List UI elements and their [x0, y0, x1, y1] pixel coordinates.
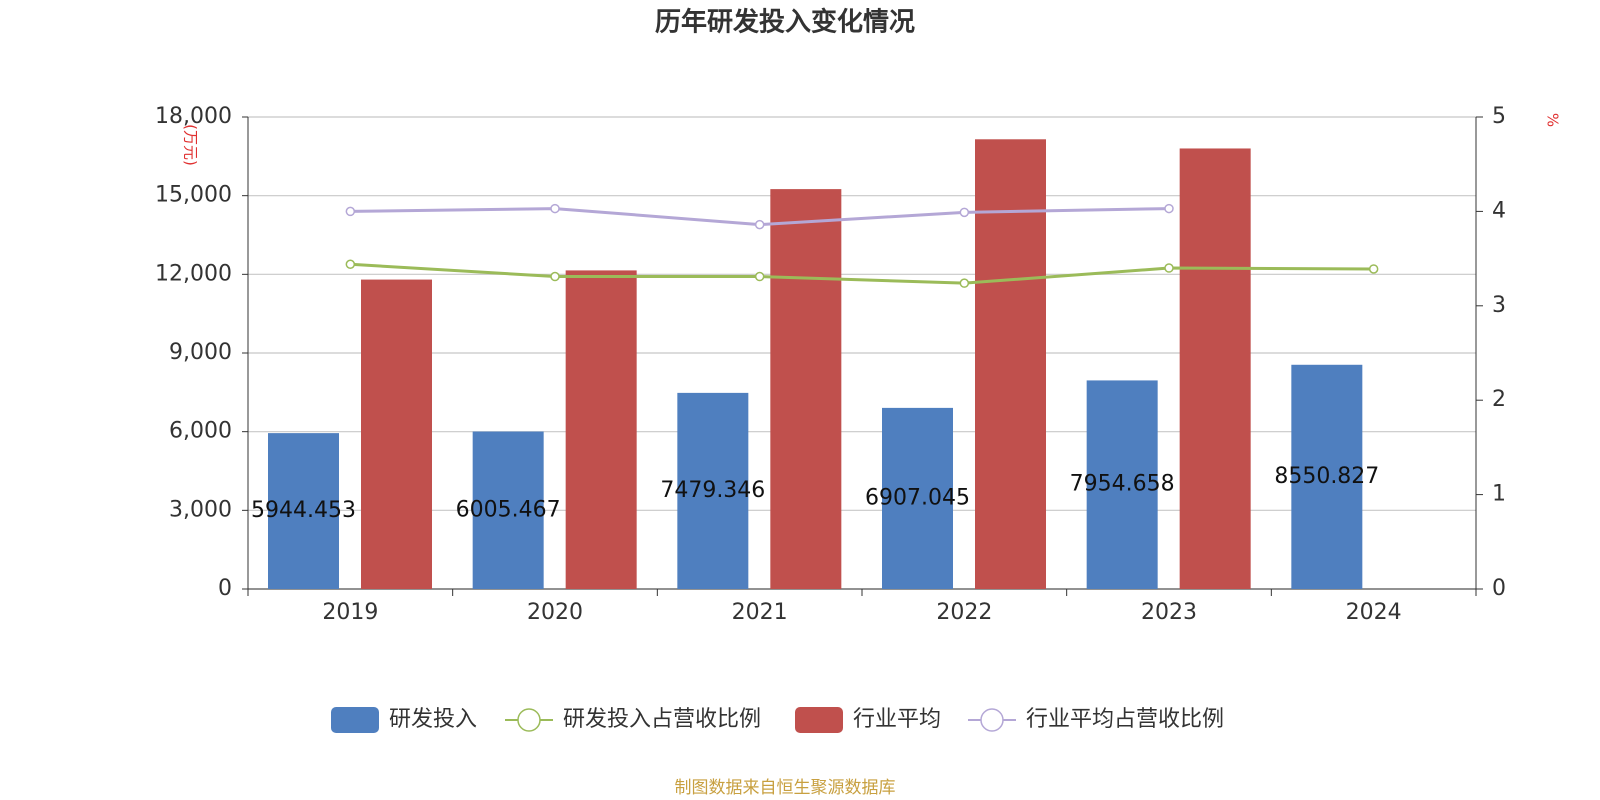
line-marker [345, 206, 356, 217]
y-axis-label: (万元) [182, 124, 200, 166]
legend-label: 行业平均占营收比例 [1026, 707, 1224, 732]
legend-label: 研发投入 [389, 707, 477, 732]
bar [770, 189, 842, 589]
x-tick-label: 2022 [936, 600, 992, 625]
legend-swatch [331, 707, 379, 733]
y2-tick-label: 0 [1492, 576, 1506, 601]
y-tick-label: 9,000 [169, 340, 232, 365]
y2-tick-label: 4 [1492, 198, 1506, 223]
source-note: 制图数据来自恒生聚源数据库 [675, 778, 896, 798]
x-tick-label: 2019 [322, 600, 378, 625]
y2-tick-label: 3 [1492, 293, 1506, 318]
y-tick-label: 15,000 [155, 183, 232, 208]
line-marker [550, 271, 560, 282]
x-tick-label: 2020 [527, 600, 583, 625]
data-label: 6907.045 [865, 485, 970, 510]
bar [472, 431, 544, 589]
y-tick-label: 3,000 [169, 497, 232, 522]
legend-swatch [517, 708, 541, 732]
legend-label: 行业平均 [853, 707, 941, 732]
y2-tick-label: 1 [1492, 482, 1506, 507]
line-marker [1164, 263, 1174, 273]
data-label: 8550.827 [1274, 464, 1379, 489]
legend-swatch [980, 708, 1004, 732]
y2-axis-label: % [1544, 113, 1562, 127]
bar [882, 407, 953, 589]
x-tick-label: 2023 [1141, 600, 1197, 625]
data-label: 7479.346 [660, 478, 765, 503]
data-label: 6005.467 [456, 497, 561, 522]
bar [361, 279, 432, 589]
line-marker [754, 219, 765, 230]
bar [565, 270, 637, 589]
legend-label: 研发投入占营收比例 [563, 707, 761, 732]
line-marker [959, 207, 970, 218]
y-tick-label: 12,000 [155, 261, 232, 286]
line-marker [1164, 203, 1174, 214]
bar [975, 139, 1046, 590]
y-tick-label: 6,000 [169, 419, 232, 444]
y-tick-label: 18,000 [155, 104, 232, 129]
legend-swatch [795, 707, 843, 733]
bar [268, 433, 339, 589]
x-tick-label: 2021 [732, 600, 788, 625]
x-tick-label: 2024 [1346, 600, 1402, 625]
line-marker [345, 259, 356, 270]
y2-tick-label: 2 [1492, 387, 1506, 412]
line-marker [754, 271, 765, 282]
line-marker [1368, 264, 1379, 274]
chart-title: 历年研发投入变化情况 [655, 7, 915, 38]
y2-tick-label: 5 [1492, 104, 1506, 129]
bar [1179, 148, 1251, 589]
y-tick-label: 0 [218, 576, 232, 601]
data-label: 5944.453 [251, 498, 356, 523]
line-marker [959, 278, 970, 288]
bar [677, 392, 749, 589]
data-label: 7954.658 [1070, 472, 1175, 497]
line [350, 262, 1374, 285]
line-marker [550, 203, 560, 214]
bar [1086, 380, 1158, 589]
bar [1291, 364, 1363, 589]
